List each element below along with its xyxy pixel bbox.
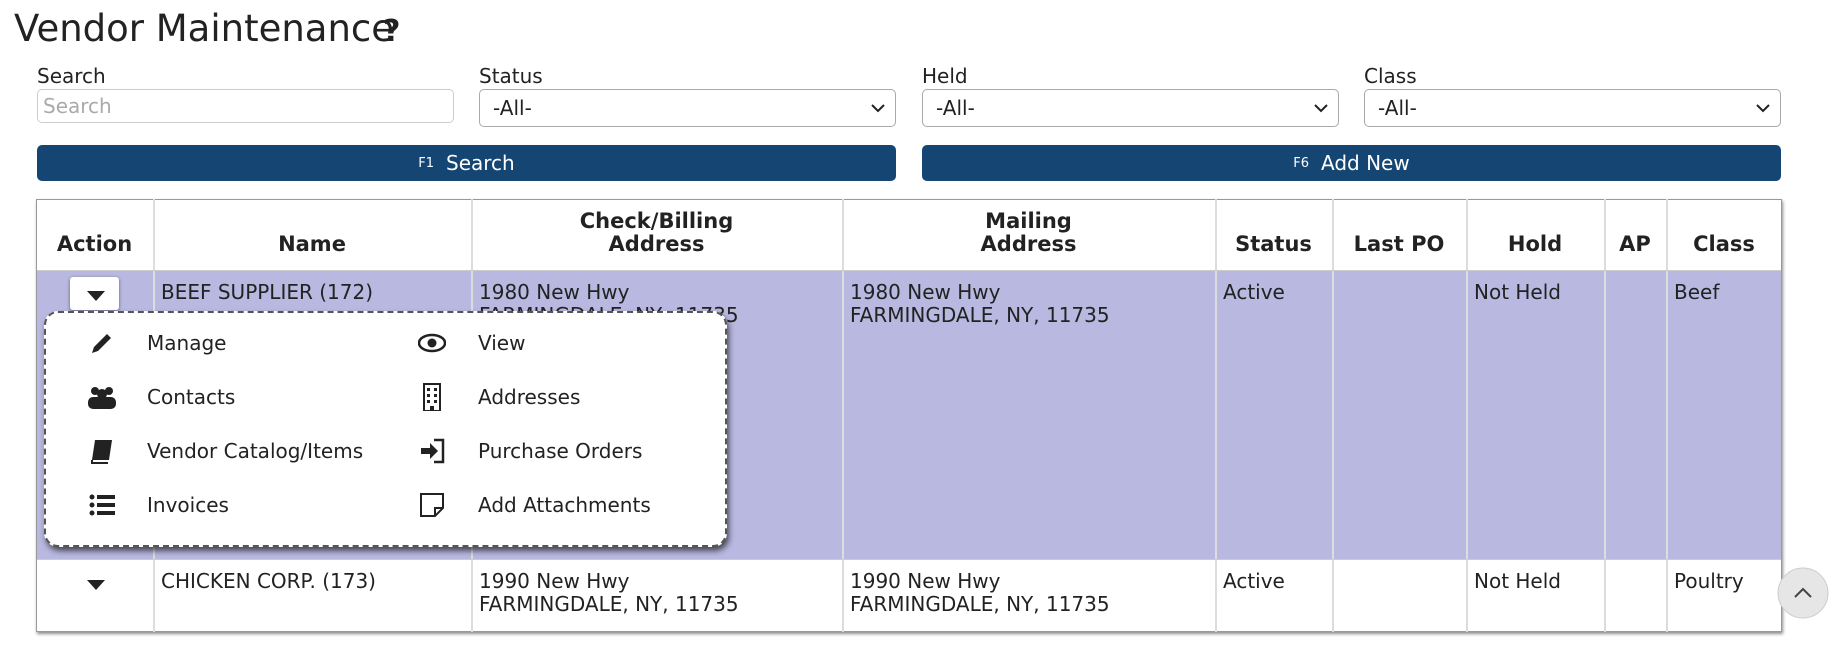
select-chevron-glyph — [871, 104, 885, 113]
filter-label: Class — [1364, 64, 1417, 88]
menu-icon — [88, 491, 116, 519]
search-placeholder: Search — [43, 94, 112, 118]
filter-select[interactable] — [479, 89, 896, 127]
column-header: Address — [608, 232, 705, 256]
table-cell: BEEF SUPPLIER (172) — [161, 280, 374, 304]
select-chevron — [870, 100, 886, 116]
select-chevron-glyph — [1756, 104, 1770, 113]
button-label: Search — [446, 151, 515, 175]
column-header: Status — [1235, 232, 1312, 256]
select-chevron-glyph — [1314, 104, 1328, 113]
table-cell: Beef — [1674, 280, 1720, 304]
menu-icon-glyph — [420, 493, 444, 517]
select-chevron — [1313, 100, 1329, 116]
button-key: F1 — [418, 155, 435, 171]
column-header: Mailing — [985, 209, 1072, 233]
menu-icon-glyph — [417, 333, 447, 353]
menu-icon — [418, 491, 446, 519]
table-cell: FARMINGDALE, NY, 11735 — [850, 592, 1110, 616]
table-cell: Active — [1223, 569, 1285, 593]
table-cell: FARMINGDALE, NY, 11735 — [850, 303, 1110, 327]
table-cell: FARMINGDALE, NY, 11735 — [479, 592, 739, 616]
menu-icon-glyph — [89, 494, 115, 516]
help-icon[interactable]: ? — [383, 14, 401, 49]
filter-label: Held — [922, 64, 968, 88]
column-header: Last PO — [1353, 232, 1445, 256]
menu-item[interactable]: Addresses — [478, 385, 581, 409]
select-chevron — [1755, 100, 1771, 116]
column-divider — [1466, 199, 1468, 632]
menu-icon-glyph — [421, 438, 445, 464]
row-divider — [37, 559, 1781, 560]
menu-icon — [418, 383, 446, 412]
select-value: -All- — [1378, 96, 1417, 120]
menu-icon-glyph — [91, 440, 112, 464]
column-header: Action — [56, 232, 133, 256]
search-input[interactable] — [37, 89, 454, 123]
menu-item[interactable]: Add Attachments — [478, 493, 651, 517]
column-header: Name — [278, 232, 346, 256]
column-divider — [842, 199, 844, 632]
scroll-top-button-glyph — [1777, 567, 1829, 619]
dropdown-arrow-glyph — [87, 291, 105, 301]
table-cell: 1990 New Hwy — [850, 569, 1001, 593]
button-key: F6 — [1293, 155, 1310, 171]
table-cell: Not Held — [1474, 280, 1561, 304]
action-button[interactable]: F1 Search — [37, 145, 896, 181]
select-value: -All- — [493, 96, 532, 120]
table-cell: 1980 New Hwy — [479, 280, 630, 304]
column-header: Hold — [1507, 232, 1563, 256]
column-header: Class — [1693, 232, 1755, 256]
table-cell: Not Held — [1474, 569, 1561, 593]
column-header: Address — [980, 232, 1077, 256]
action-menu — [44, 311, 727, 547]
menu-item[interactable]: Contacts — [147, 385, 236, 409]
column-header: Check/Billing — [579, 209, 734, 233]
menu-item[interactable]: Manage — [147, 331, 227, 355]
table — [36, 199, 1782, 632]
column-divider — [1666, 199, 1668, 632]
table-cell: 1990 New Hwy — [479, 569, 630, 593]
scroll-top-button[interactable] — [1776, 566, 1830, 620]
menu-icon — [88, 383, 116, 411]
filter-select[interactable] — [922, 89, 1339, 127]
menu-icon-glyph — [88, 387, 116, 409]
menu-icon — [88, 437, 116, 465]
menu-icon — [417, 329, 447, 357]
menu-item[interactable]: View — [478, 331, 526, 355]
dropdown-arrow-glyph — [87, 580, 105, 590]
action-button[interactable]: F6 Add New — [922, 145, 1781, 181]
column-divider — [1604, 199, 1606, 632]
column-header: AP — [1619, 232, 1651, 256]
menu-icon-glyph — [92, 334, 111, 353]
dropdown-arrow — [87, 575, 105, 590]
dropdown-arrow — [87, 286, 105, 301]
menu-icon — [418, 437, 446, 465]
button-label: Add New — [1321, 151, 1410, 175]
table-cell: 1980 New Hwy — [850, 280, 1001, 304]
menu-item[interactable]: Vendor Catalog/Items — [147, 439, 364, 463]
select-value: -All- — [936, 96, 975, 120]
menu-icon — [88, 329, 116, 357]
table-cell: CHICKEN CORP. (173) — [161, 569, 376, 593]
table-cell: Active — [1223, 280, 1285, 304]
column-divider — [1332, 199, 1334, 632]
menu-item[interactable]: Invoices — [147, 493, 229, 517]
column-divider — [1215, 199, 1217, 632]
menu-item[interactable]: Purchase Orders — [478, 439, 643, 463]
menu-icon-glyph — [423, 383, 441, 412]
page-title: Vendor Maintenance — [14, 7, 395, 50]
table-cell: Poultry — [1674, 569, 1744, 593]
filter-select[interactable] — [1364, 89, 1781, 127]
filter-label: Status — [479, 64, 543, 88]
filter-label: Search — [37, 64, 106, 88]
row-divider — [37, 270, 1781, 271]
